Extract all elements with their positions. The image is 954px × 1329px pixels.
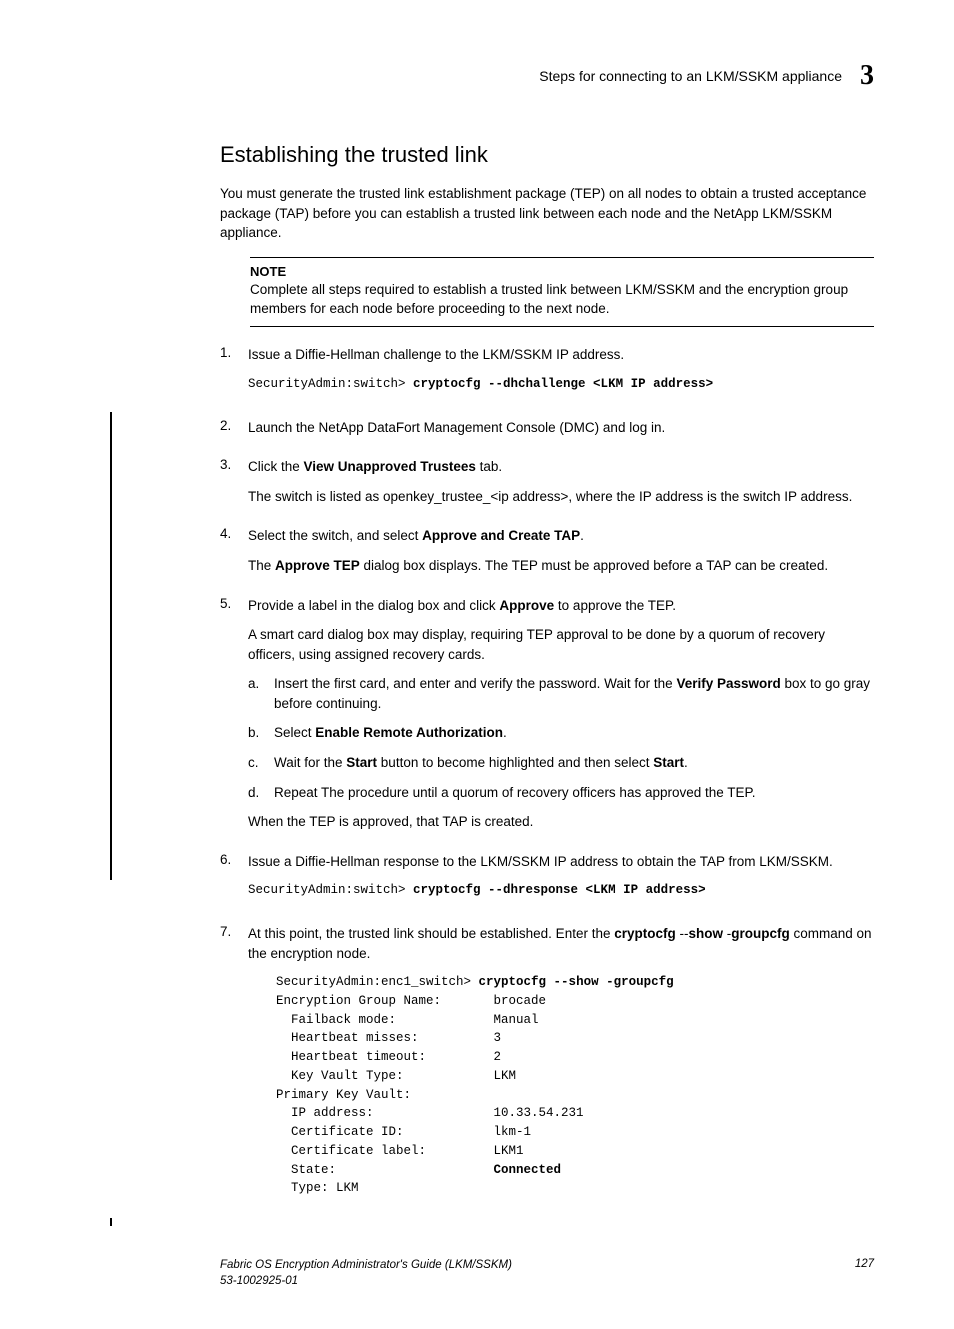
step-7: 7. At this point, the trusted link shoul… [220, 924, 874, 1212]
substep-a: a. Insert the first card, and enter and … [248, 674, 874, 713]
step-number: 1. [220, 345, 248, 407]
code-prefix: SecurityAdmin:switch> [248, 883, 413, 897]
code-bold: cryptocfg --dhresponse <LKM IP address> [413, 883, 706, 897]
step-1: 1. Issue a Diffie-Hellman challenge to t… [220, 345, 874, 407]
substep-b: b. Select Enable Remote Authorization. [248, 723, 874, 743]
step-text: Issue a Diffie-Hellman response to the L… [248, 852, 874, 872]
step-text: Launch the NetApp DataFort Management Co… [248, 418, 874, 438]
step-number: 5. [220, 596, 248, 842]
step-number: 7. [220, 924, 248, 1212]
code-block: SecurityAdmin:enc1_switch> cryptocfg --s… [276, 973, 874, 1198]
step-text: Issue a Diffie-Hellman challenge to the … [248, 345, 874, 365]
code-block: SecurityAdmin:switch> cryptocfg --dhresp… [248, 881, 874, 900]
step-body: Issue a Diffie-Hellman challenge to the … [248, 345, 874, 407]
page-header: Steps for connecting to an LKM/SSKM appl… [220, 60, 874, 92]
page-footer: Fabric OS Encryption Administrator's Gui… [220, 1258, 874, 1289]
step-3: 3. Click the View Unapproved Trustees ta… [220, 457, 874, 516]
change-bar-2 [110, 1218, 112, 1226]
page-container: Steps for connecting to an LKM/SSKM appl… [0, 0, 954, 1329]
step-closing: When the TEP is approved, that TAP is cr… [248, 812, 874, 832]
step-body: Launch the NetApp DataFort Management Co… [248, 418, 874, 448]
step-2: 2. Launch the NetApp DataFort Management… [220, 418, 874, 448]
substep-body: Wait for the Start button to become high… [274, 753, 874, 773]
step-body: Provide a label in the dialog box and cl… [248, 596, 874, 842]
step-number: 2. [220, 418, 248, 448]
step-6: 6. Issue a Diffie-Hellman response to th… [220, 852, 874, 914]
step-body: Select the switch, and select Approve an… [248, 526, 874, 585]
footer-title: Fabric OS Encryption Administrator's Gui… [220, 1258, 512, 1274]
note-label: NOTE [250, 264, 874, 279]
code-block: SecurityAdmin:switch> cryptocfg --dhchal… [248, 375, 874, 394]
note-box: NOTE Complete all steps required to esta… [250, 257, 874, 328]
substep-letter: d. [248, 783, 274, 803]
substep-letter: b. [248, 723, 274, 743]
step-text: Select the switch, and select Approve an… [248, 526, 874, 546]
chapter-number: 3 [860, 60, 874, 92]
code-bold: cryptocfg --dhchallenge <LKM IP address> [413, 377, 713, 391]
step-after: A smart card dialog box may display, req… [248, 625, 874, 664]
note-text: Complete all steps required to establish… [250, 281, 874, 319]
step-text: Click the View Unapproved Trustees tab. [248, 457, 874, 477]
substep-body: Repeat The procedure until a quorum of r… [274, 783, 874, 803]
step-number: 4. [220, 526, 248, 585]
step-body: Click the View Unapproved Trustees tab. … [248, 457, 874, 516]
step-4: 4. Select the switch, and select Approve… [220, 526, 874, 585]
breadcrumb: Steps for connecting to an LKM/SSKM appl… [539, 68, 842, 84]
substep-letter: a. [248, 674, 274, 713]
substep-c: c. Wait for the Start button to become h… [248, 753, 874, 773]
section-heading: Establishing the trusted link [220, 142, 874, 168]
footer-docnum: 53-1002925-01 [220, 1274, 512, 1290]
footer-page-number: 127 [855, 1258, 874, 1270]
step-5: 5. Provide a label in the dialog box and… [220, 596, 874, 842]
step-number: 6. [220, 852, 248, 914]
step-body: At this point, the trusted link should b… [248, 924, 874, 1212]
step-text: Provide a label in the dialog box and cl… [248, 596, 874, 616]
substep-body: Insert the first card, and enter and ver… [274, 674, 874, 713]
code-prefix: SecurityAdmin:switch> [248, 377, 413, 391]
step-after: The switch is listed as openkey_trustee_… [248, 487, 874, 507]
change-bar-1 [110, 412, 112, 880]
footer-left: Fabric OS Encryption Administrator's Gui… [220, 1258, 512, 1289]
step-body: Issue a Diffie-Hellman response to the L… [248, 852, 874, 914]
intro-paragraph: You must generate the trusted link estab… [220, 184, 874, 243]
substep-d: d. Repeat The procedure until a quorum o… [248, 783, 874, 803]
step-after: The Approve TEP dialog box displays. The… [248, 556, 874, 576]
substep-body: Select Enable Remote Authorization. [274, 723, 874, 743]
substep-letter: c. [248, 753, 274, 773]
step-text: At this point, the trusted link should b… [248, 924, 874, 963]
step-number: 3. [220, 457, 248, 516]
